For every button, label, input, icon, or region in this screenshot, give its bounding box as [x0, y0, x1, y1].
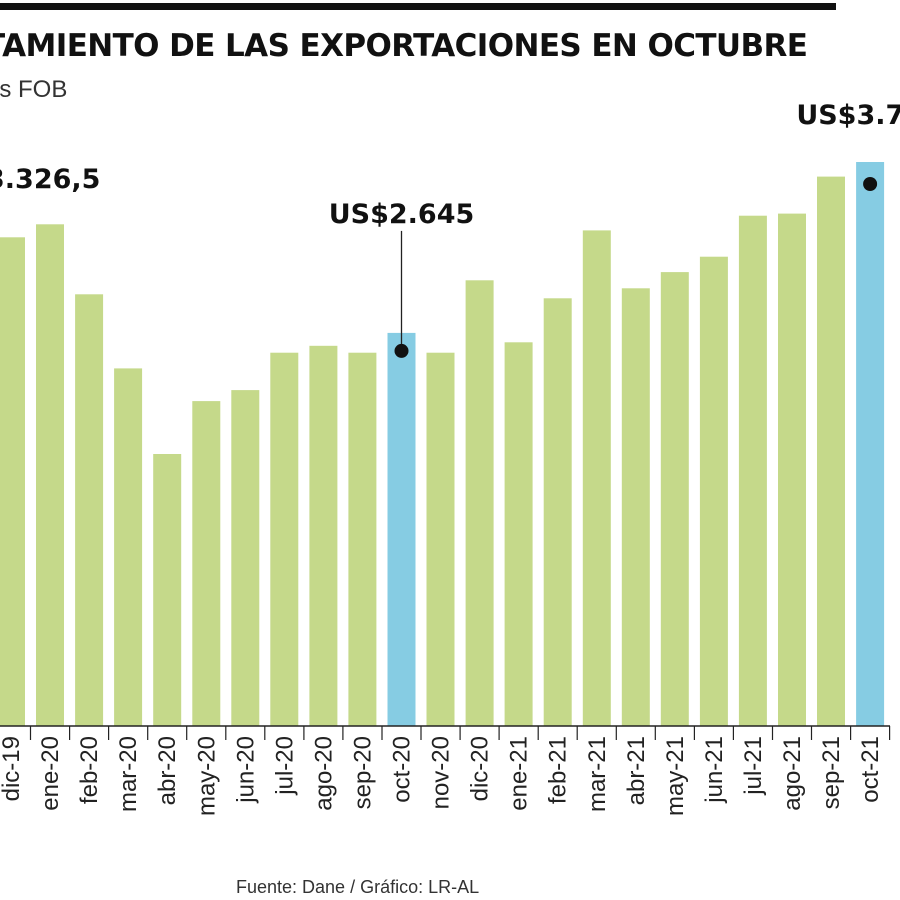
source-note: Fuente: Dane / Gráfico: LR-AL — [236, 877, 480, 897]
bar-oct-21 — [856, 162, 885, 726]
x-tick-label-may-21: may-21 — [662, 736, 689, 816]
bar-mar-20 — [114, 368, 143, 726]
x-tick-label-dic-19: dic-19 — [0, 736, 25, 801]
x-ticks-group — [0, 725, 891, 740]
x-tick-label-ago-20: ago-20 — [310, 736, 337, 811]
x-tick-label-sep-20: sep-20 — [349, 736, 376, 809]
callout-dot-oct-20 — [394, 343, 409, 358]
x-tick-label-nov-20: nov-20 — [428, 736, 455, 809]
top-rule — [0, 3, 836, 10]
x-tick-label-mar-20: mar-20 — [115, 736, 142, 812]
x-tick-label-abr-21: abr-21 — [623, 736, 650, 805]
x-tick-label-feb-21: feb-21 — [545, 736, 572, 804]
x-tick-label-oct-20: oct-20 — [389, 736, 416, 803]
bar-feb-20 — [75, 294, 104, 726]
bar-may-21 — [660, 272, 689, 726]
bars-group — [0, 162, 885, 727]
x-tick-label-jun-21: jun-21 — [701, 736, 728, 804]
bar-oct-20 — [387, 332, 416, 726]
x-tick-label-sep-21: sep-21 — [818, 736, 845, 809]
x-tick-label-jul-20: jul-20 — [271, 736, 298, 796]
bar-may-20 — [192, 401, 221, 726]
callout-label-dic-19: 3.326,5 — [0, 164, 100, 195]
bar-ene-20 — [36, 224, 64, 727]
x-tick-label-mar-21: mar-21 — [584, 736, 611, 812]
bar-sep-20 — [348, 352, 377, 726]
x-tick-label-ene-20: ene-20 — [37, 736, 64, 811]
bar-abr-20 — [153, 454, 182, 726]
bar-ene-21 — [504, 342, 533, 726]
x-tick-label-jun-20: jun-20 — [232, 736, 259, 804]
callout-label-oct-21: US$3.795 — [796, 100, 900, 131]
x-tick-label-ene-21: ene-21 — [506, 736, 533, 811]
callouts-group: 3.326,5 US$2.645 US$3.795 — [0, 100, 900, 358]
chart-title: TAMIENTO DE LAS EXPORTACIONES EN OCTUBRE — [0, 28, 808, 64]
bar-jun-21 — [699, 256, 728, 726]
bar-sep-21 — [817, 176, 845, 727]
bar-mar-21 — [582, 230, 611, 726]
bar-dic-19 — [0, 237, 25, 727]
callout-dot-oct-21 — [863, 177, 878, 191]
x-tick-label-dic-20: dic-20 — [467, 736, 494, 801]
bar-jul-21 — [738, 215, 767, 726]
bar-abr-21 — [621, 288, 650, 726]
x-tick-label-abr-20: abr-20 — [154, 736, 181, 805]
x-tick-label-ago-21: ago-21 — [779, 736, 806, 811]
bar-nov-20 — [426, 352, 455, 726]
bar-ago-21 — [778, 213, 806, 727]
x-tick-label-feb-20: feb-20 — [76, 736, 103, 804]
bar-ago-20 — [309, 345, 338, 726]
callout-label-oct-20: US$2.645 — [329, 199, 475, 230]
chart-subtitle: res FOB — [0, 76, 68, 103]
bar-jul-20 — [270, 352, 299, 726]
x-tick-label-oct-21: oct-21 — [857, 736, 884, 803]
x-tick-label-may-20: may-20 — [193, 736, 220, 816]
bar-dic-20 — [465, 280, 494, 726]
bar-jun-20 — [231, 390, 260, 726]
x-tick-labels-group: dic-19 ene-20 feb-20 mar-20 abr-20 may-20 jun-… — [0, 736, 884, 816]
x-tick-label-jul-21: jul-21 — [740, 736, 767, 796]
bar-feb-21 — [543, 298, 572, 726]
